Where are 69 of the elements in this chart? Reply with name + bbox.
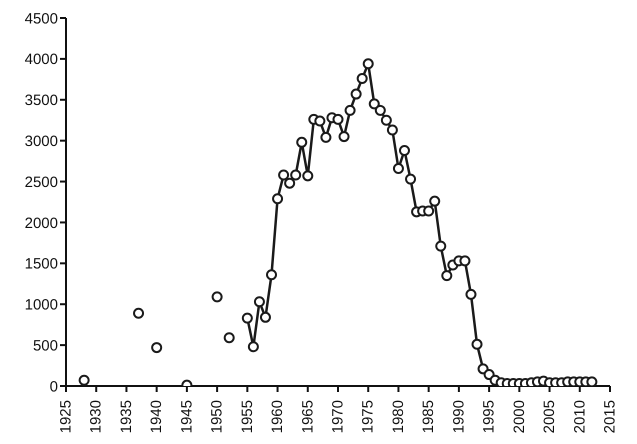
point bbox=[272, 193, 284, 204]
y-tick-label: 500 bbox=[32, 337, 58, 354]
point bbox=[362, 58, 374, 70]
x-tick-label: 1935 bbox=[118, 400, 135, 434]
point bbox=[296, 136, 308, 148]
point bbox=[472, 338, 483, 350]
point bbox=[368, 98, 380, 110]
y-tick-label: 2500 bbox=[24, 174, 58, 191]
point bbox=[260, 312, 271, 323]
point bbox=[350, 88, 362, 100]
x-tick-label: 1955 bbox=[238, 400, 256, 434]
y-tick-label: 0 bbox=[50, 378, 58, 396]
y-tick-label: 1000 bbox=[24, 296, 58, 314]
point bbox=[242, 312, 253, 324]
point bbox=[386, 124, 398, 136]
x-tick-label: 1975 bbox=[360, 400, 377, 434]
point bbox=[254, 296, 265, 308]
x-tick-label: 1980 bbox=[390, 400, 407, 434]
point bbox=[484, 369, 495, 380]
point bbox=[398, 144, 410, 156]
point bbox=[459, 255, 470, 266]
point bbox=[302, 170, 314, 182]
x-tick-label: 2010 bbox=[571, 400, 588, 434]
x-tick-label: 2005 bbox=[541, 400, 558, 434]
point bbox=[423, 205, 434, 216]
x-tick-label: 1965 bbox=[299, 400, 316, 434]
point bbox=[284, 178, 296, 189]
point bbox=[344, 104, 356, 116]
point bbox=[212, 291, 223, 302]
point bbox=[429, 196, 440, 207]
point bbox=[151, 342, 162, 354]
point bbox=[320, 132, 332, 143]
point bbox=[278, 170, 290, 181]
point bbox=[133, 308, 144, 319]
x-tick-label: 1995 bbox=[480, 400, 498, 434]
x-tick-label: 1950 bbox=[208, 400, 226, 434]
x-tick-label: 2000 bbox=[510, 400, 528, 434]
x-tick-label: 2015 bbox=[602, 400, 618, 434]
point bbox=[392, 162, 404, 174]
y-tick-label: 3500 bbox=[24, 92, 58, 110]
x-tick-label: 1925 bbox=[58, 400, 74, 434]
point bbox=[332, 114, 344, 125]
x-tick-label: 1990 bbox=[450, 400, 468, 434]
x-tick-label: 1960 bbox=[269, 400, 286, 434]
point bbox=[290, 170, 302, 181]
point bbox=[380, 114, 392, 126]
point bbox=[435, 240, 446, 252]
y-tick-label: 4500 bbox=[24, 10, 58, 28]
point bbox=[465, 288, 476, 300]
point bbox=[441, 270, 452, 282]
x-tick-label: 1985 bbox=[420, 400, 438, 434]
y-tick-label: 2000 bbox=[24, 214, 58, 232]
point bbox=[405, 174, 416, 185]
point bbox=[586, 376, 598, 386]
point bbox=[266, 269, 278, 280]
point bbox=[338, 131, 350, 142]
x-tick-label: 1970 bbox=[330, 400, 346, 434]
x-tick-label: 1930 bbox=[88, 400, 105, 434]
x-tick-label: 1940 bbox=[148, 400, 166, 434]
point bbox=[248, 341, 259, 352]
y-tick-label: 1500 bbox=[24, 256, 58, 273]
point bbox=[374, 104, 386, 116]
point bbox=[78, 374, 90, 386]
point bbox=[356, 73, 368, 84]
point bbox=[314, 116, 326, 127]
y-tick-label: 3000 bbox=[24, 132, 58, 150]
x-tick-label: 1945 bbox=[178, 400, 196, 434]
y-tick-label: 4000 bbox=[24, 51, 58, 68]
point bbox=[224, 332, 235, 344]
